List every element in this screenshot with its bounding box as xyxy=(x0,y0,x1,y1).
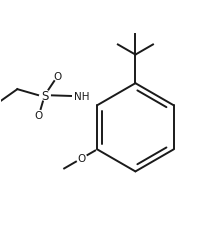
Text: NH: NH xyxy=(74,92,89,102)
Text: O: O xyxy=(35,111,43,121)
Text: O: O xyxy=(78,154,86,164)
Text: O: O xyxy=(54,71,62,81)
Text: S: S xyxy=(41,89,48,102)
